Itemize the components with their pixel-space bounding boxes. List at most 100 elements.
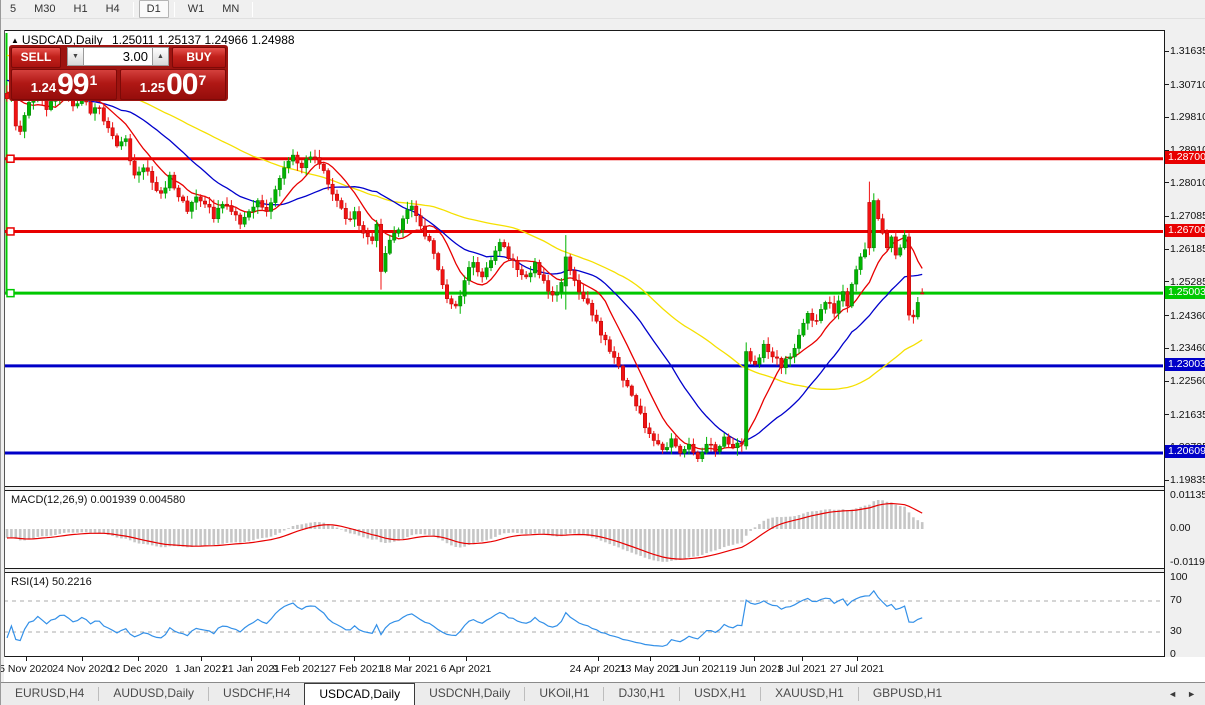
level-price-label: 1.25003 xyxy=(1165,285,1205,299)
date-tick xyxy=(699,657,700,661)
level-price-label: 1.23003 xyxy=(1165,358,1205,372)
timeframe-button-w1[interactable]: W1 xyxy=(187,3,205,15)
ask-price-big: 00 xyxy=(166,68,198,101)
macd-scale-label: 0.01135 xyxy=(1170,489,1205,502)
date-tick-label: 21 Jan 2021 xyxy=(222,663,280,675)
price-tick-label: 1.23460 xyxy=(1170,342,1205,355)
price-tick xyxy=(1164,182,1169,184)
tab-separator xyxy=(679,687,681,701)
bid-price-big: 99 xyxy=(57,68,89,101)
price-tick xyxy=(1164,50,1169,52)
timeframe-button-h1[interactable]: H1 xyxy=(73,3,88,15)
price-tick xyxy=(1164,116,1169,118)
symbol-tab-audusd[interactable]: AUDUSD,Daily xyxy=(113,686,195,700)
tab-separator xyxy=(208,687,210,701)
price-tick-label: 1.22560 xyxy=(1170,375,1205,387)
rsi-scale-label: 0 xyxy=(1170,648,1176,661)
symbol-tab-ukoil[interactable]: UKOil,H1 xyxy=(539,686,590,700)
line-handle[interactable] xyxy=(6,227,15,236)
symbol-tab-xauusd[interactable]: XAUUSD,H1 xyxy=(775,686,844,700)
symbol-tab-usdcad[interactable]: USDCAD,Daily xyxy=(304,683,416,705)
symbol-tab-bar: EURUSD,H4 AUDUSD,Daily USDCHF,H4 USDCAD,Dai… xyxy=(1,682,1205,705)
price-axis-line xyxy=(1164,30,1165,657)
date-tick xyxy=(754,657,755,661)
buy-price-panel[interactable]: 1.25 00 7 xyxy=(120,69,226,100)
date-tick xyxy=(598,657,599,661)
tab-separator xyxy=(857,687,859,701)
timeframe-button-mn[interactable]: MN xyxy=(222,3,240,15)
rsi-line xyxy=(6,589,923,647)
tab-scroll-left-icon[interactable]: ◄ xyxy=(1168,689,1178,699)
toolbar-separator xyxy=(132,1,134,17)
rsi-label: RSI(14) 50.2216 xyxy=(11,576,92,588)
buy-button[interactable]: BUY xyxy=(172,47,226,68)
bid-price-pip: 1 xyxy=(89,72,98,88)
price-chart-pane[interactable]: ▲ USDCAD,Daily 1.25011 1.25137 1.24966 1.… xyxy=(4,30,1164,487)
symbol-tab-gbpusd[interactable]: GBPUSD,H1 xyxy=(872,686,943,700)
tab-separator xyxy=(98,687,100,701)
line-handle[interactable] xyxy=(6,288,15,298)
expand-arrow-icon[interactable]: ▲ xyxy=(11,36,19,45)
price-tick xyxy=(1164,84,1169,86)
price-tick xyxy=(1164,149,1169,151)
date-tick xyxy=(138,657,139,661)
date-tick xyxy=(802,657,803,661)
rsi-indicator-pane: RSI(14) 50.2216 xyxy=(4,572,1164,657)
rsi-scale-label: 70 xyxy=(1170,594,1182,606)
symbol-tab-usdchf[interactable]: USDCHF,H4 xyxy=(223,686,291,700)
sell-button[interactable]: SELL xyxy=(11,47,61,68)
date-tick-label: 6 Apr 2021 xyxy=(440,663,492,675)
price-tick-label: 1.27085 xyxy=(1170,210,1205,223)
date-tick-label: 5 Nov 2020 xyxy=(0,663,53,675)
lot-size-input[interactable]: 3.00 xyxy=(84,47,152,66)
price-tick-label: 1.19835 xyxy=(1170,474,1205,487)
lot-size-spinner: ▼ 3.00 ▲ xyxy=(67,47,169,68)
macd-chart xyxy=(5,500,924,562)
date-tick-label: 27 Jul 2021 xyxy=(829,663,885,675)
toolbar-separator xyxy=(252,1,254,17)
tab-scroll-right-icon[interactable]: ► xyxy=(1187,689,1196,699)
date-axis[interactable]: 5 Nov 2020 24 Nov 2020 12 Dec 2020 1 Jan 20… xyxy=(1,657,1205,682)
moving-average-fast xyxy=(6,91,923,451)
date-tick xyxy=(354,657,355,661)
timeframe-button-d1[interactable]: D1 xyxy=(138,0,169,18)
price-tick xyxy=(1164,414,1169,416)
timeframe-toolbar: 5 M30 H1 H4 D1 W1 MN xyxy=(1,0,1205,19)
tab-separator xyxy=(603,687,605,701)
macd-scale-label: 0.00 xyxy=(1170,522,1191,534)
date-tick-label: 19 Jun 2021 xyxy=(725,663,783,675)
date-tick-label: 1 Jun 2021 xyxy=(673,663,725,675)
symbol-period-label: USDCAD,Daily xyxy=(21,33,103,47)
price-tick-label: 1.21635 xyxy=(1170,408,1205,421)
ask-price-pip: 7 xyxy=(198,72,207,88)
moving-average-slow xyxy=(6,54,923,390)
rsi-chart xyxy=(4,589,1163,647)
level-price-label: 1.26700 xyxy=(1165,223,1205,237)
date-tick xyxy=(251,657,252,661)
tab-separator xyxy=(760,687,762,701)
lot-decrease-button[interactable]: ▼ xyxy=(67,47,84,66)
price-tick-label: 1.24360 xyxy=(1170,309,1205,322)
timeframe-button-m30[interactable]: M30 xyxy=(34,3,56,15)
symbol-tab-usdx[interactable]: USDX,H1 xyxy=(694,686,747,700)
symbol-tab-dj30[interactable]: DJ30,H1 xyxy=(618,686,666,700)
price-tick xyxy=(1164,281,1169,283)
line-handle[interactable] xyxy=(6,154,15,163)
date-tick-label: 9 Feb 2021 xyxy=(272,663,326,675)
ohlc-values: 1.25011 1.25137 1.24966 1.24988 xyxy=(111,33,295,47)
symbol-tab-usdcnh[interactable]: USDCNH,Daily xyxy=(429,686,511,700)
candlestick-chart[interactable] xyxy=(4,31,1163,486)
macd-label: MACD(12,26,9) 0.001939 0.004580 xyxy=(11,494,186,506)
sell-price-panel[interactable]: 1.24 99 1 xyxy=(11,69,117,100)
lot-increase-button[interactable]: ▲ xyxy=(152,47,169,66)
timeframe-button-h4[interactable]: H4 xyxy=(105,3,120,15)
timeframe-button-5[interactable]: 5 xyxy=(10,3,17,15)
rsi-scale-label: 100 xyxy=(1170,570,1188,583)
date-tick-label: 24 Nov 2020 xyxy=(52,663,112,675)
date-tick xyxy=(466,657,467,661)
price-tick-label: 1.29810 xyxy=(1170,111,1205,124)
tab-scroll-arrows: ◄ ► xyxy=(1168,683,1205,705)
rsi-scale-label: 30 xyxy=(1170,625,1182,637)
symbol-tab-eurusd[interactable]: EURUSD,H4 xyxy=(15,686,85,700)
